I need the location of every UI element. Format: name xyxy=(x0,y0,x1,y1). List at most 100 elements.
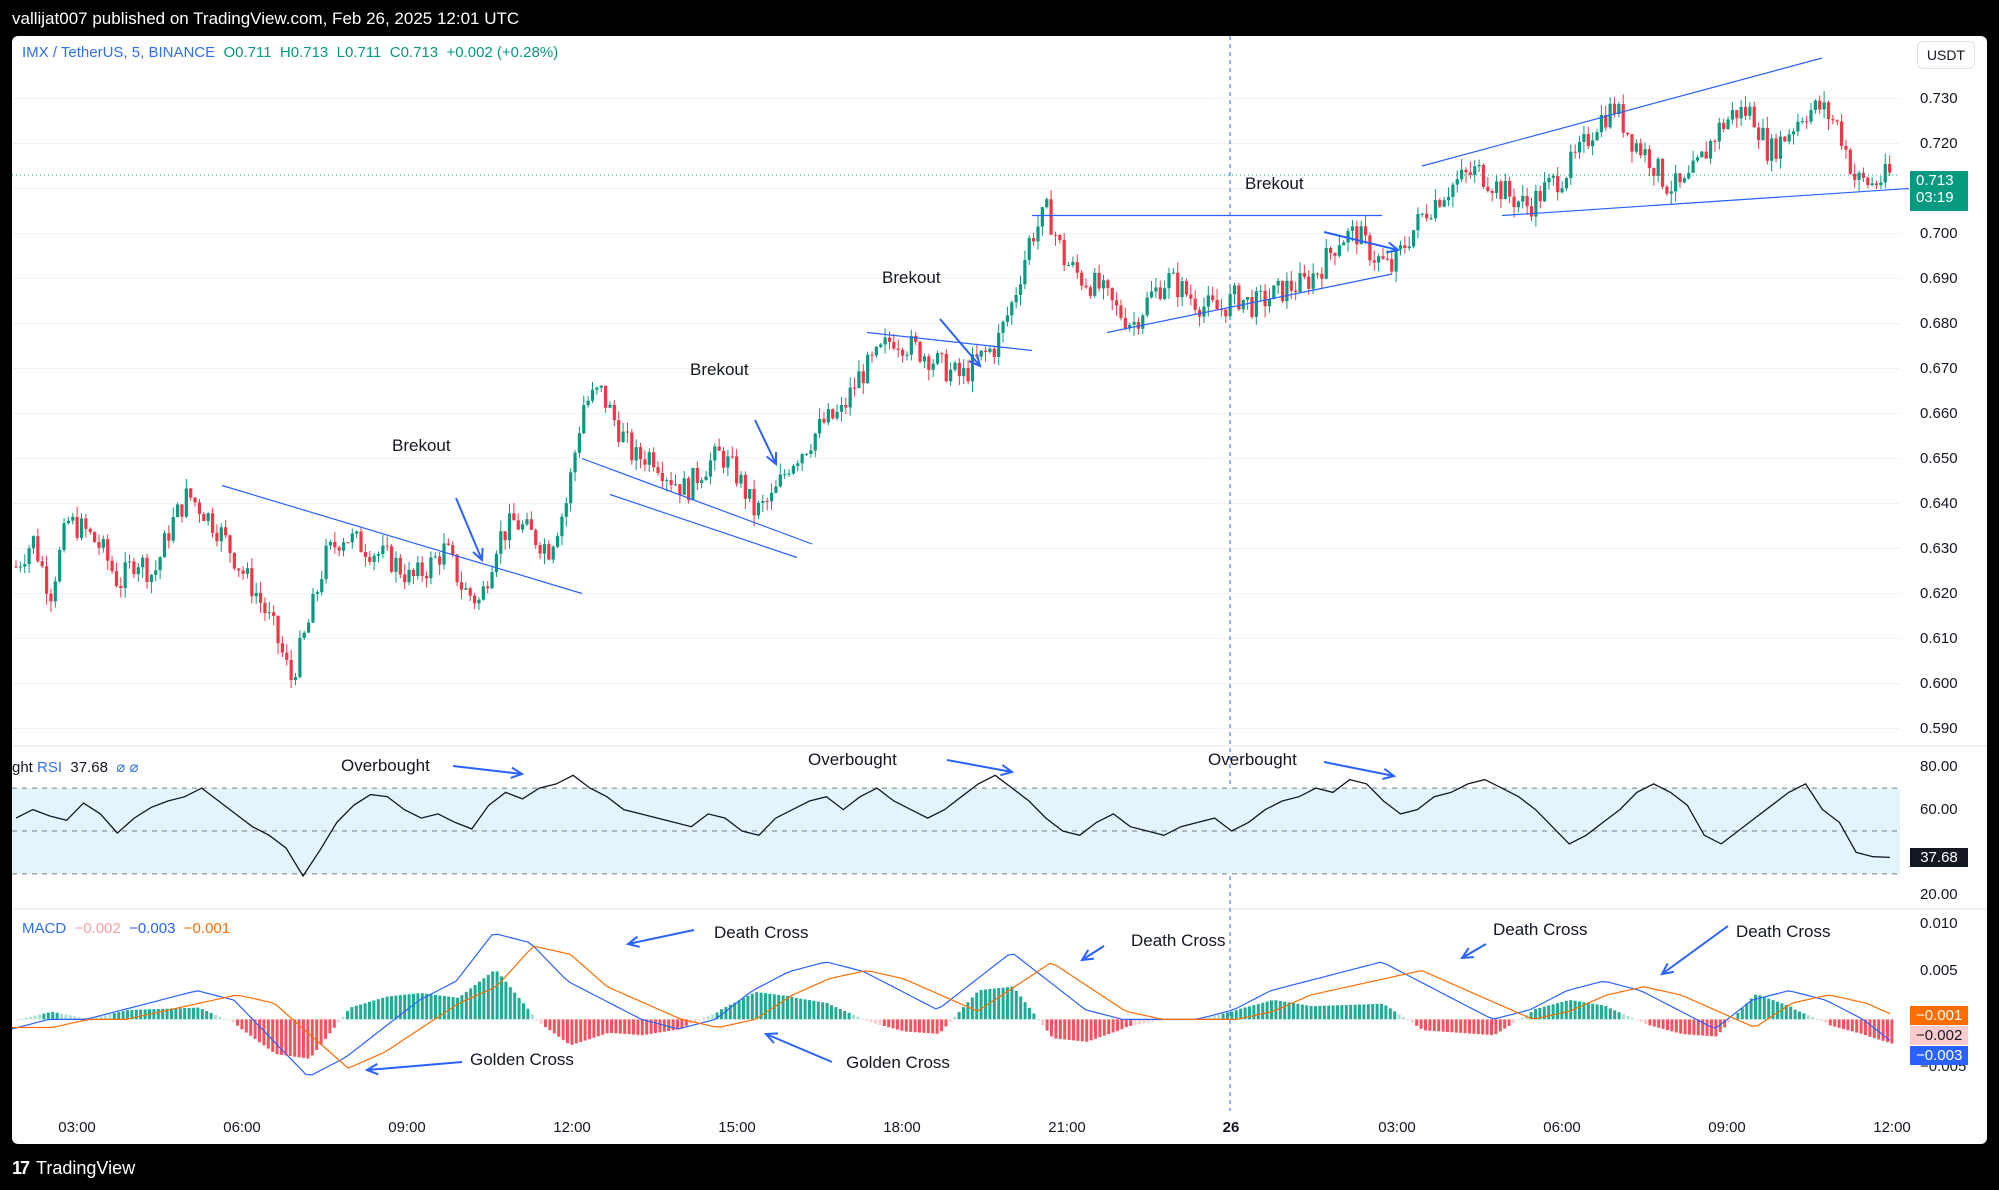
candle-body xyxy=(1066,265,1071,267)
macd-histogram-bar xyxy=(706,1016,710,1020)
macd-histogram-bar xyxy=(1094,1019,1097,1039)
macd-histogram-bar xyxy=(64,1014,68,1020)
macd-histogram-bar xyxy=(416,993,420,1020)
candle-body xyxy=(1704,151,1708,159)
candle-body xyxy=(935,353,940,364)
symbol-name[interactable]: IMX / TetherUS, 5, BINANCE xyxy=(22,44,216,61)
candle-body xyxy=(1202,306,1206,317)
candle-body xyxy=(1774,138,1778,159)
candle-body xyxy=(1516,201,1520,208)
candle-body xyxy=(1844,145,1848,150)
macd-histogram-bar xyxy=(1837,1019,1841,1028)
candle-body xyxy=(1460,169,1464,180)
rsi-header[interactable]: ght RSI 37.68 ⌀ ⌀ xyxy=(12,758,139,776)
macd-histogram-bar xyxy=(1516,1019,1520,1021)
candle-body xyxy=(1582,134,1586,142)
candle-body xyxy=(547,544,551,560)
candle-body xyxy=(844,404,848,408)
time-axis-label: 18:00 xyxy=(883,1119,921,1136)
candle-body xyxy=(1298,273,1302,292)
macd-histogram-bar xyxy=(236,1019,239,1026)
macd-histogram-bar xyxy=(346,1011,349,1020)
macd-histogram-bar xyxy=(1388,1008,1392,1020)
macd-histogram-bar xyxy=(434,994,437,1020)
macd-histogram-bar xyxy=(1314,1006,1317,1020)
candle-body xyxy=(700,480,704,484)
macd-histogram-bar xyxy=(293,1019,297,1057)
macd-histogram-bar xyxy=(649,1019,653,1034)
candle-body xyxy=(202,513,206,521)
candle-body xyxy=(184,488,188,517)
macd-histogram-bar xyxy=(68,1015,72,1020)
macd-histogram-bar xyxy=(1402,1017,1405,1020)
symbol-header[interactable]: IMX / TetherUS, 5, BINANCE O0.711 H0.713… xyxy=(22,44,558,61)
candle-body xyxy=(1114,300,1119,306)
macd-histogram-bar xyxy=(1380,1003,1383,1020)
candle-body xyxy=(774,486,778,493)
candle-body xyxy=(132,561,136,575)
macd-label[interactable]: MACD xyxy=(22,920,67,937)
macd-histogram-bar xyxy=(821,1002,825,1020)
candle-body xyxy=(1529,206,1534,217)
candle-body xyxy=(88,528,92,533)
candle-body xyxy=(346,542,350,544)
macd-histogram-bar xyxy=(1551,1004,1555,1020)
currency-button[interactable]: USDT xyxy=(1916,41,1975,69)
eye-off-icon[interactable]: ⌀ xyxy=(116,759,126,776)
candle-body xyxy=(970,354,975,382)
macd-header[interactable]: MACD −0.002 −0.003 −0.001 xyxy=(22,920,230,937)
rsi-label[interactable]: RSI xyxy=(37,759,63,776)
chart-canvas[interactable] xyxy=(12,36,1987,1144)
candle-body xyxy=(162,533,167,558)
candle-body xyxy=(224,527,228,536)
candle-body xyxy=(1800,121,1804,123)
candle-body xyxy=(1001,321,1005,333)
candle-body xyxy=(765,500,769,502)
macd-histogram-bar xyxy=(1296,1003,1300,1020)
macd-histogram-bar xyxy=(1243,1007,1247,1020)
candle-body xyxy=(1154,287,1158,292)
macd-histogram-bar xyxy=(1547,1005,1551,1020)
candle-body xyxy=(730,456,734,458)
eye-off-icon[interactable]: ⌀ xyxy=(129,759,139,776)
macd-histogram-bar xyxy=(1573,1000,1577,1020)
candle-body xyxy=(446,543,450,545)
macd-histogram-bar xyxy=(570,1019,574,1045)
macd-histogram-bar xyxy=(1111,1019,1115,1033)
candle-body xyxy=(861,371,865,384)
annotation-arrow xyxy=(627,929,695,945)
macd-histogram-bar xyxy=(1710,1019,1713,1037)
candle-body xyxy=(914,335,918,342)
macd-histogram-bar xyxy=(478,981,481,1020)
candle-body xyxy=(1477,164,1481,167)
macd-histogram-bar xyxy=(645,1019,649,1035)
candle-body xyxy=(1883,164,1887,183)
candle-body xyxy=(307,622,311,633)
macd-histogram-bar xyxy=(271,1019,275,1052)
macd-histogram-bar xyxy=(99,1016,103,1020)
macd-histogram-bar xyxy=(803,999,807,1020)
candle-body xyxy=(1695,157,1700,161)
candle-body xyxy=(420,562,424,576)
candle-body xyxy=(106,539,110,561)
macd-signal-line xyxy=(12,945,1891,1069)
candle-body xyxy=(1564,178,1569,189)
chart-container[interactable]: IMX / TetherUS, 5, BINANCE O0.711 H0.713… xyxy=(12,36,1987,1144)
candle-body xyxy=(97,542,101,548)
macd-histogram-bar xyxy=(1032,1013,1036,1020)
macd-histogram-bar xyxy=(891,1019,895,1029)
publisher-line: vallijat007 published on TradingView.com… xyxy=(12,9,520,28)
macd-histogram-bar xyxy=(258,1019,261,1043)
macd-histogram-bar xyxy=(1529,1012,1533,1020)
macd-histogram-bar xyxy=(786,996,789,1020)
time-axis-label: 12:00 xyxy=(553,1119,591,1136)
macd-histogram-bar xyxy=(517,997,521,1020)
candle-body xyxy=(101,539,105,548)
macd-histogram-bar xyxy=(412,993,415,1020)
candle-body xyxy=(1097,272,1101,289)
rsi-value: 37.68 xyxy=(70,759,108,776)
macd-histogram-bar xyxy=(77,1017,81,1020)
candle-body xyxy=(809,450,813,454)
candle-body xyxy=(1184,281,1189,295)
candle-body xyxy=(1599,114,1603,133)
